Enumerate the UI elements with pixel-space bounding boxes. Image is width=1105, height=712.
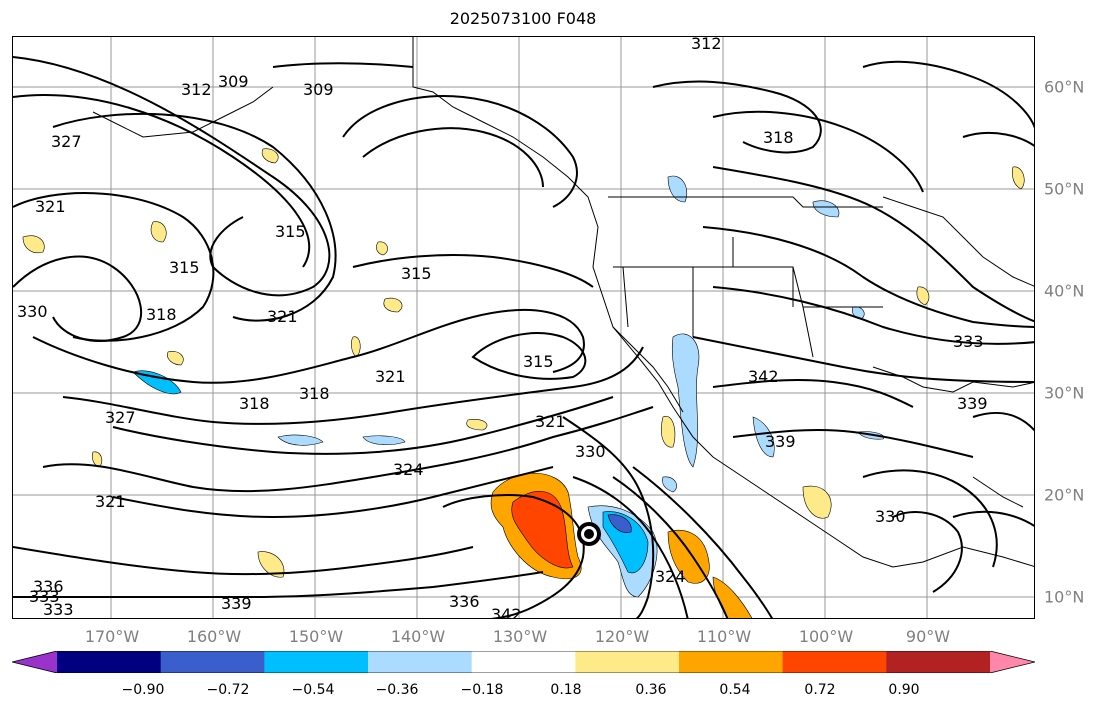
colorbar-segment [886, 651, 991, 673]
contour-label: 312 [691, 37, 722, 53]
contour-label: 318 [239, 394, 270, 413]
shading-positive [22, 148, 1025, 618]
contour-label: 333 [29, 587, 60, 606]
contour-label: 324 [393, 460, 424, 479]
contour-label: 318 [763, 128, 794, 147]
lon-label-170w: 170°W [84, 627, 140, 646]
contour-label: 333 [43, 600, 74, 619]
shading-negative [132, 175, 885, 598]
lat-label-40n: 40°N [1044, 281, 1085, 301]
coastlines [92, 37, 1034, 568]
colorbar-tick: −0.90 [121, 682, 165, 698]
colorbar-segment [57, 651, 162, 673]
contour-label: 327 [105, 408, 136, 427]
colorbar-segment [160, 651, 265, 673]
lon-label-90w: 90°W [905, 627, 951, 646]
contour-label: 336 [449, 592, 480, 611]
lon-label-150w: 150°W [288, 627, 344, 646]
contour-label: 327 [51, 132, 82, 151]
lat-label-30n: 30°N [1044, 383, 1085, 403]
colorbar-tick: 0.90 [888, 682, 920, 698]
map-canvas: 312 315 309 318 327 321 324 330 336 333 … [13, 37, 1034, 619]
contour-label: 321 [267, 307, 298, 326]
lat-label-50n: 50°N [1044, 179, 1085, 199]
contour-label: 309 [303, 80, 334, 99]
colorbar-tick: 0.72 [804, 682, 836, 698]
colorbar-segment [264, 651, 369, 673]
lon-label-140w: 140°W [390, 627, 446, 646]
colorbar-tick: 0.54 [719, 682, 751, 698]
contour-label: 342 [491, 605, 522, 619]
lon-label-130w: 130°W [492, 627, 548, 646]
contour-label: 309 [218, 72, 249, 91]
contour-label-group: 312 315 309 318 327 321 324 330 336 333 … [17, 37, 988, 619]
contour-label: 312 [181, 80, 212, 99]
lon-label-160w: 160°W [186, 627, 242, 646]
contour-label: 321 [35, 197, 66, 216]
colorbar-tick: −0.36 [375, 682, 419, 698]
colorbar-tick: 0.18 [550, 682, 582, 698]
storm-marker [577, 522, 601, 546]
contour-label: 321 [375, 367, 406, 386]
contour-label: 321 [535, 412, 566, 431]
map-title: 2025073100 F048 [449, 9, 597, 28]
colorbar-segments [12, 651, 1035, 673]
contour-label: 336 [33, 577, 64, 596]
contour-label: 318 [299, 384, 330, 403]
colorbar-segment [12, 651, 57, 673]
contour-label: 330 [575, 442, 606, 461]
colorbar-tick: −0.72 [206, 682, 250, 698]
contour-label: 330 [875, 507, 906, 526]
contour-label: 339 [765, 432, 796, 451]
colorbar [12, 651, 1035, 673]
contour-label: 318 [146, 305, 177, 324]
colorbar-tick: −0.54 [291, 682, 335, 698]
contour-label: 315 [401, 264, 432, 283]
contour-label: 339 [957, 394, 988, 413]
map-panel[interactable]: 312 315 309 318 327 321 324 330 336 333 … [12, 36, 1035, 619]
lon-label-120w: 120°W [594, 627, 650, 646]
colorbar-segment [471, 651, 576, 673]
colorbar-segment [368, 651, 473, 673]
contour-label: 330 [17, 302, 48, 321]
lat-label-10n: 10°N [1044, 587, 1085, 607]
contour-label: 315 [523, 352, 554, 371]
colorbar-segment [679, 651, 784, 673]
colorbar-segment [990, 651, 1035, 673]
contour-label: 333 [953, 332, 984, 351]
lat-label-60n: 60°N [1044, 77, 1085, 97]
colorbar-tick: 0.36 [635, 682, 667, 698]
contour-label: 315 [169, 258, 200, 277]
contour-label: 324 [655, 567, 686, 586]
contour-label: 315 [275, 222, 306, 241]
colorbar-segment [575, 651, 680, 673]
colorbar-tick: −0.18 [460, 682, 504, 698]
lon-label-100w: 100°W [798, 627, 854, 646]
contour-label: 342 [748, 367, 779, 386]
lat-label-20n: 20°N [1044, 485, 1085, 505]
contour-label: 321 [95, 492, 126, 511]
contour-label: 339 [221, 594, 252, 613]
colorbar-segment [782, 651, 887, 673]
lon-label-110w: 110°W [696, 627, 752, 646]
contour-lines [13, 56, 1034, 618]
